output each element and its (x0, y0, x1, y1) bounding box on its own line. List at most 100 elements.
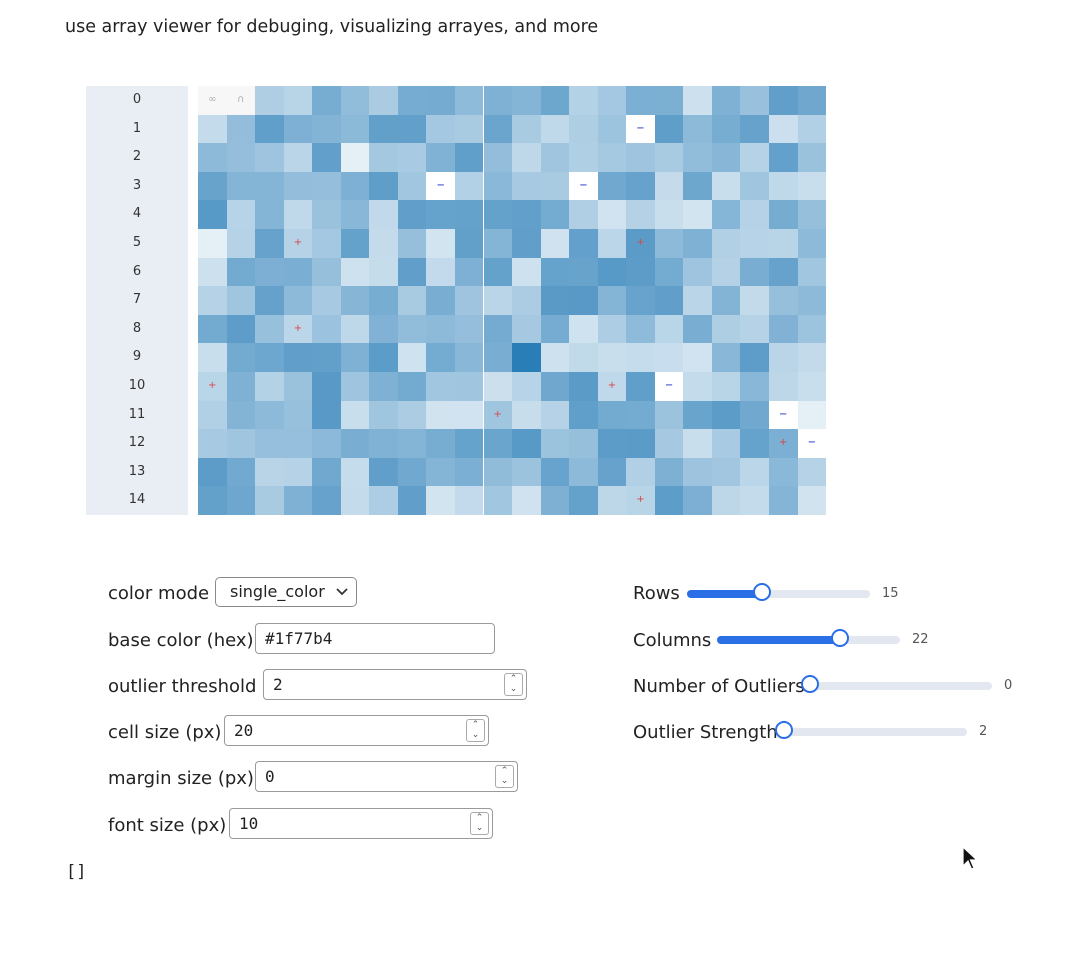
mouse-cursor-icon (962, 845, 979, 872)
array-cell (626, 400, 655, 430)
array-cell (711, 486, 741, 515)
outlier-threshold-input[interactable]: 2 ⌃ ⌄ (263, 669, 527, 700)
array-cell (340, 314, 370, 344)
array-cell (369, 429, 398, 458)
array-cell (397, 286, 427, 315)
array-cell (569, 114, 598, 144)
array-cell (283, 486, 313, 515)
array-cell (283, 171, 313, 201)
array-cell (797, 400, 827, 430)
array-cell (454, 171, 484, 201)
array-cell (797, 200, 827, 229)
array-cell (654, 400, 684, 430)
stepper-arrows-icon[interactable]: ⌃ ⌄ (470, 812, 489, 835)
row-label: 1 (132, 120, 142, 136)
array-cell (569, 486, 598, 515)
array-cell (740, 372, 769, 401)
row-label: 11 (128, 406, 146, 422)
columns-slider[interactable] (717, 629, 900, 647)
array-cell (711, 400, 741, 430)
array-cell (512, 486, 541, 515)
array-cell (426, 457, 455, 487)
array-cell (454, 200, 484, 229)
array-cell (626, 429, 655, 458)
rows-slider[interactable] (687, 583, 870, 601)
base-color-input[interactable]: #1f77b4 (255, 623, 495, 654)
array-cell (512, 257, 541, 287)
array-cell (797, 257, 827, 287)
array-cell (683, 229, 712, 258)
array-cell (454, 86, 484, 115)
array-cell (369, 343, 398, 372)
array-cell (597, 171, 627, 201)
array-heatmap: ∞ ∩ − − − + + + + + − + − + − + (198, 86, 827, 515)
outlier-strength-slider-label: Outlier Strength (633, 722, 778, 743)
array-cell (597, 257, 627, 287)
array-cell (226, 372, 256, 401)
array-cell (711, 114, 741, 144)
array-cell (340, 372, 370, 401)
array-cell (255, 143, 284, 172)
array-cell (540, 286, 570, 315)
array-cell (369, 200, 398, 229)
array-cell (797, 486, 827, 515)
array-cell (569, 314, 598, 344)
outliers-slider[interactable] (801, 675, 992, 693)
row-label: 7 (132, 292, 142, 308)
array-cell (198, 486, 227, 515)
array-cell (683, 143, 712, 172)
array-cell (711, 229, 741, 258)
outlier-strength-slider-thumb[interactable] (775, 721, 793, 739)
array-cell (369, 86, 398, 115)
array-cell (426, 314, 455, 344)
array-cell (654, 229, 684, 258)
array-cell (369, 286, 398, 315)
array-cell (226, 400, 256, 430)
array-cell (654, 200, 684, 229)
array-cell (483, 286, 512, 315)
array-cell (340, 486, 370, 515)
margin-size-label: margin size (px) (108, 768, 254, 789)
array-cell (769, 286, 798, 315)
array-cell (654, 257, 684, 287)
stepper-arrows-icon[interactable]: ⌃ ⌄ (495, 765, 514, 788)
array-cell (426, 400, 455, 430)
margin-size-input[interactable]: 0 ⌃ ⌄ (255, 761, 518, 792)
array-cell (283, 372, 313, 401)
array-cell (540, 400, 570, 430)
array-cell (198, 200, 227, 229)
array-cell (483, 314, 512, 344)
array-cell (454, 314, 484, 344)
font-size-input[interactable]: 10 ⌃ ⌄ (229, 808, 493, 839)
array-cell (683, 486, 712, 515)
array-cell (369, 372, 398, 401)
array-cell (198, 229, 227, 258)
array-cell (769, 486, 798, 515)
stepper-arrows-icon[interactable]: ⌃ ⌄ (504, 673, 523, 696)
rows-slider-thumb[interactable] (753, 583, 772, 601)
array-cell (426, 114, 455, 144)
array-cell (397, 86, 427, 115)
array-cell (397, 114, 427, 144)
columns-slider-thumb[interactable] (830, 629, 849, 647)
array-cell (255, 171, 284, 201)
array-cell: − (797, 429, 827, 458)
outlier-strength-slider[interactable] (775, 721, 967, 739)
array-cell: − (426, 171, 455, 201)
array-cell (312, 486, 341, 515)
font-size-value: 10 (239, 814, 259, 833)
array-cell (797, 286, 827, 315)
font-size-label: font size (px) (108, 815, 227, 836)
array-cell (340, 400, 370, 430)
stepper-arrows-icon[interactable]: ⌃ ⌄ (466, 719, 485, 742)
array-cell (626, 314, 655, 344)
array-cell (597, 286, 627, 315)
array-cell (397, 429, 427, 458)
outliers-slider-thumb[interactable] (801, 675, 819, 693)
cell-size-input[interactable]: 20 ⌃ ⌄ (224, 715, 489, 746)
margin-size-value: 0 (265, 767, 275, 786)
base-color-label: base color (hex) (108, 630, 254, 651)
array-cell (597, 86, 627, 115)
columns-slider-fill (717, 636, 840, 644)
color-mode-select[interactable]: single_color (215, 577, 357, 607)
